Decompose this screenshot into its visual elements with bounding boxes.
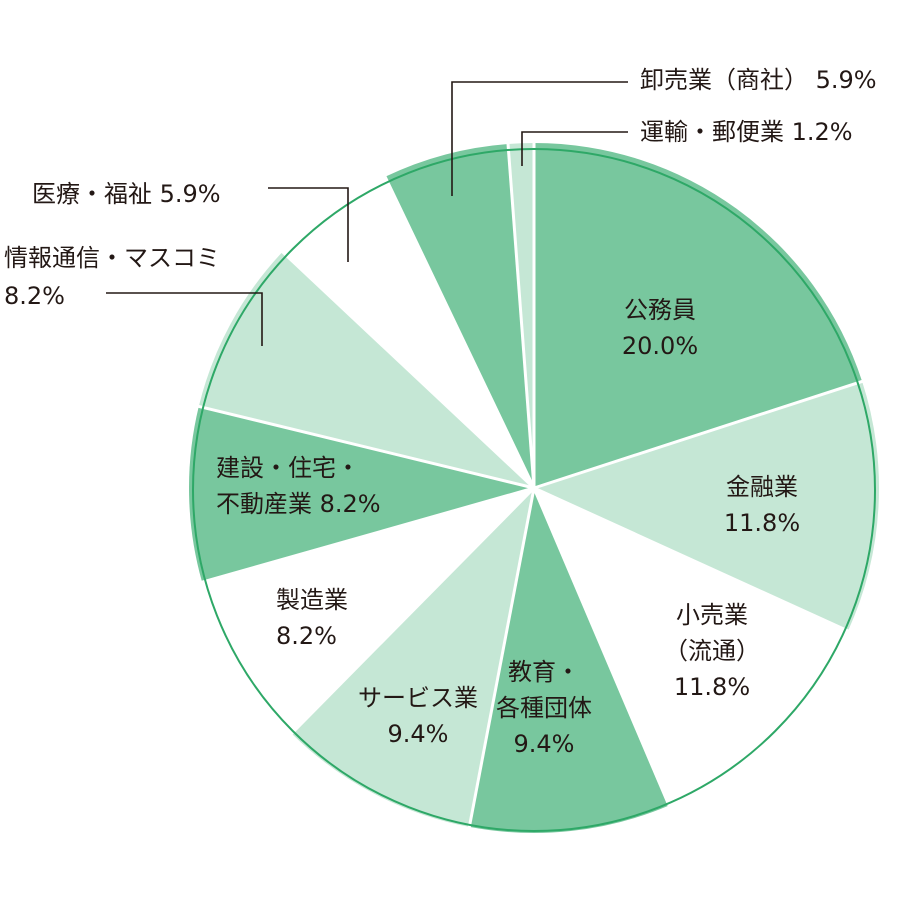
pie-slice-10 xyxy=(385,143,534,489)
leader-line-10 xyxy=(451,81,628,196)
slice-label-8-line-1: 情報通信・マスコミ xyxy=(4,244,220,272)
slice-label-4-line-3: 9.4% xyxy=(514,730,575,758)
slice-label-3: 小売業 （流通） 11.8% xyxy=(664,601,760,701)
slice-label-4-line-1: 教育・ xyxy=(508,658,580,686)
labels-layer: 公務員 20.0%金融業 11.8%小売業（流通） 11.8%教育・各種団体 9.4%サ… xyxy=(4,66,877,758)
slice-label-1-line-2: 20.0% xyxy=(622,332,698,360)
pie-slice-5 xyxy=(291,488,534,827)
slice-label-6-line-2: 8.2% xyxy=(276,622,337,650)
slice-label-9-line-1: 医療・福祉 5.9% xyxy=(32,180,221,208)
slice-label-9: 医療・福祉 5.9% xyxy=(32,180,221,208)
slice-label-8: 情報通信・マスコミ 8.2% xyxy=(4,244,220,310)
slice-label-2-line-1: 金融業 xyxy=(726,473,798,501)
slice-label-11: 運輸・郵便業 1.2% xyxy=(640,118,853,146)
slice-label-1-line-1: 公務員 xyxy=(624,296,696,324)
slice-label-3-line-2: （流通） xyxy=(664,637,760,665)
slice-separator-9 xyxy=(280,249,536,490)
slice-label-7: 建設・住宅・不動産業 8.2% xyxy=(216,454,381,518)
slice-label-2: 金融業 11.8% xyxy=(724,473,800,537)
slice-label-4-line-2: 各種団体 xyxy=(496,694,592,722)
slice-label-5-line-1: サービス業 xyxy=(358,684,478,712)
pie-outline-circle xyxy=(192,148,876,832)
slice-label-6-line-1: 製造業 xyxy=(276,586,348,614)
separators-layer xyxy=(192,141,876,832)
slice-label-10-line-1: 卸売業（商社） 5.9% xyxy=(640,66,877,94)
leader-lines-layer xyxy=(106,81,628,346)
slice-label-3-line-1: 小売業 xyxy=(676,601,748,629)
slice-label-3-line-3: 11.8% xyxy=(674,673,750,701)
slice-separator-3 xyxy=(533,486,851,634)
slice-separator-6 xyxy=(289,486,536,736)
pie-slice-8 xyxy=(198,251,535,488)
slice-label-5: サービス業 9.4% xyxy=(358,684,478,748)
pie-slice-4 xyxy=(469,488,670,834)
slice-label-7-line-1: 建設・住宅・ xyxy=(216,454,360,482)
slice-separator-8 xyxy=(196,404,535,490)
slice-label-8-line-2: 8.2% xyxy=(4,282,65,310)
pie-slice-9 xyxy=(282,176,534,488)
leader-line-9 xyxy=(268,187,349,262)
pie-slice-3 xyxy=(534,488,848,806)
slice-label-2-line-2: 11.8% xyxy=(724,509,800,537)
slice-label-6: 製造業 8.2% xyxy=(276,586,348,650)
slice-separator-4 xyxy=(532,487,672,808)
pie-slice-2 xyxy=(534,381,879,631)
pie-slice-7 xyxy=(189,406,534,583)
leader-line-11 xyxy=(521,131,628,166)
slice-label-1: 公務員 20.0% xyxy=(622,296,698,360)
slice-separator-11 xyxy=(506,141,536,489)
slice-label-4: 教育・各種団体 9.4% xyxy=(496,658,592,758)
slice-label-10: 卸売業（商社） 5.9% xyxy=(640,66,877,94)
slice-separator-10 xyxy=(382,174,536,489)
slice-label-11-line-1: 運輸・郵便業 1.2% xyxy=(640,118,853,146)
slice-label-5-line-2: 9.4% xyxy=(388,720,449,748)
pie-slice-6 xyxy=(202,488,534,734)
slice-separator-7 xyxy=(199,486,535,585)
slice-label-7-line-2: 不動産業 8.2% xyxy=(216,490,381,518)
pie-slice-1 xyxy=(534,143,863,488)
leader-line-8 xyxy=(106,292,263,346)
slice-separator-2 xyxy=(533,379,865,490)
slice-separator-5 xyxy=(467,487,536,830)
